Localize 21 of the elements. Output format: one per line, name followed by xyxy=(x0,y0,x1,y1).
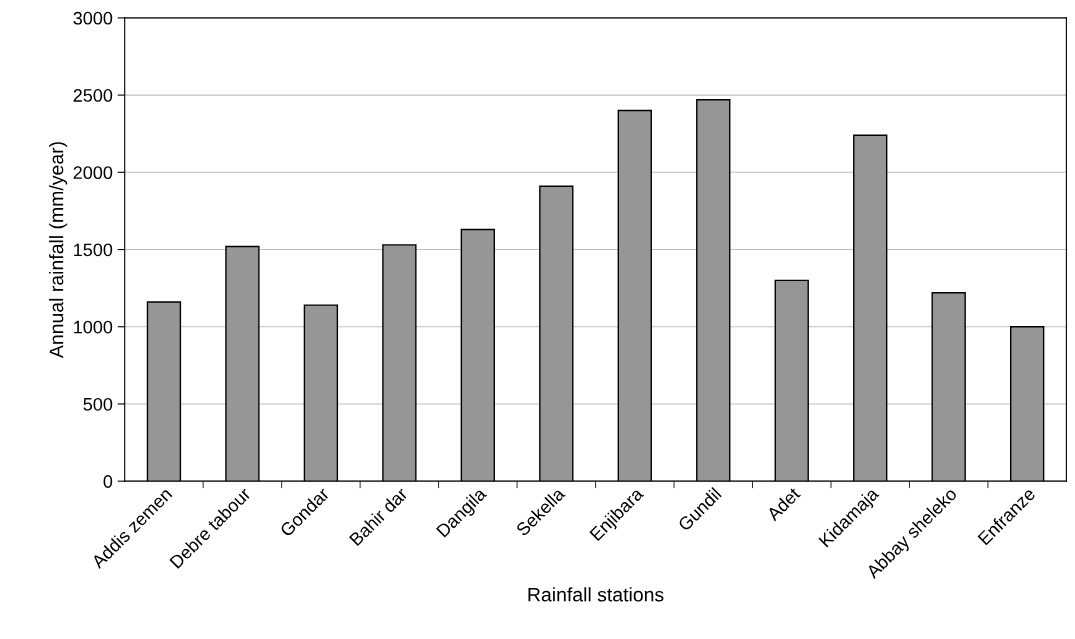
y-tick-label: 1500 xyxy=(74,243,113,257)
x-axis-title: Rainfall stations xyxy=(528,587,664,602)
bar xyxy=(382,244,417,482)
y-tick-label: 2000 xyxy=(73,166,113,180)
bar xyxy=(460,228,496,482)
bar xyxy=(539,185,574,482)
bar xyxy=(853,134,888,482)
y-tick-label: 1000 xyxy=(74,320,113,334)
bar xyxy=(225,245,260,482)
bar xyxy=(303,304,339,482)
y-axis-title: Annual rainfall (mm/year) xyxy=(49,142,68,359)
y-tick-label: 2500 xyxy=(73,89,113,102)
y-tick-label: 500 xyxy=(83,397,113,411)
y-tick-label: 0 xyxy=(103,475,113,488)
bar xyxy=(1009,326,1045,482)
bar xyxy=(774,279,809,482)
bar xyxy=(146,301,182,482)
bar xyxy=(696,99,731,482)
bar xyxy=(931,292,966,482)
bar xyxy=(617,109,652,482)
y-tick-label: 3000 xyxy=(73,11,113,25)
